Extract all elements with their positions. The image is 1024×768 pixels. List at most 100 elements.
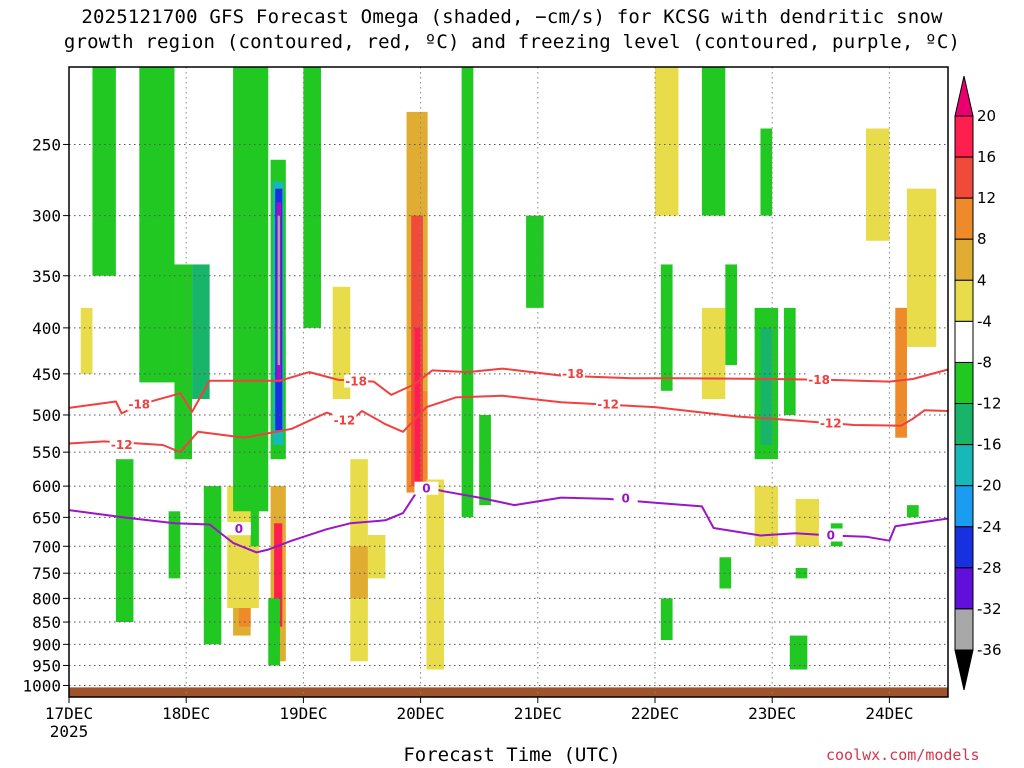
colorbar-label-3: 8 [977, 230, 987, 248]
contour-label-2: -18 [562, 367, 584, 381]
colorbar-swatch-13 [954, 608, 974, 651]
omega-shade-48 [660, 598, 673, 640]
omega-shade-31 [461, 67, 474, 518]
y-tick-label-800: 800 [32, 589, 61, 608]
omega-shade-41 [725, 264, 738, 366]
colorbar-swatch-10 [954, 526, 974, 569]
ground-layer [69, 687, 948, 697]
colorbar-swatch-9 [954, 485, 974, 528]
colorbar-swatch-3 [954, 238, 974, 281]
y-tick-label-650: 650 [32, 508, 61, 527]
omega-shade-34 [655, 67, 679, 216]
y-tick-label-250: 250 [32, 135, 61, 154]
omega-shade-29 [92, 67, 116, 276]
contour-label-bg-5 [332, 413, 357, 427]
colorbar: 20 16 12 8 4 -4 -8 -12 -16 -20 -24 -28 -32 -36 [954, 75, 1002, 691]
omega-shade-49 [795, 567, 808, 579]
x-axis-ticks: 17DEC 18DEC 19DEC 20DEC 21DEC 22DEC 23DEC 24DEC… [45, 697, 913, 741]
colorbar-label-10: -24 [977, 518, 1002, 536]
contour-label-8: 0 [235, 522, 243, 536]
y-tick-label-700: 700 [32, 537, 61, 556]
colorbar-top-arrow [954, 75, 974, 117]
omega-shade-46 [906, 188, 937, 347]
colorbar-label-8: -16 [977, 436, 1002, 454]
contour-label-bg-10 [613, 491, 638, 505]
x-tick-label-21DEC: 21DEC [514, 704, 562, 723]
x-year-label: 2025 [50, 722, 89, 741]
y-tick-label-1000: 1000 [22, 676, 61, 695]
plot-frame [68, 66, 949, 698]
omega-shade-22 [139, 67, 175, 383]
colorbar-swatch-4 [954, 279, 974, 322]
omega-shade-28 [80, 307, 93, 374]
contour-label-bg-4 [109, 437, 134, 451]
colorbar-swatch-6 [954, 361, 974, 405]
omega-shade-3 [414, 327, 421, 487]
omega-shade-43 [754, 486, 779, 547]
omega-shade-13 [274, 523, 283, 627]
omega-shade-7 [332, 286, 351, 400]
contour-label-7: -12 [820, 416, 842, 430]
contour-label-bg-6 [596, 397, 621, 411]
omega-shade-25 [115, 459, 134, 623]
chart-title-line1: 2025121700 GFS Forecast Omega (shaded, −… [81, 6, 943, 28]
contour-line-minus12-1 [68, 394, 949, 454]
omega-shade-47 [895, 307, 907, 438]
omega-shade-40 [783, 307, 796, 415]
x-tick-label-22DEC: 22DEC [631, 704, 679, 723]
y-axis-ticks: 250 300 350 400 450 500 550 600 650 700 750 800 850 9… [22, 135, 69, 695]
site-credit: coolwx.com/models [826, 746, 980, 764]
contour-label-4: -12 [111, 438, 133, 452]
colorbar-label-7: -12 [977, 395, 1002, 413]
ground-band [69, 687, 948, 697]
contour-label-bg-2 [560, 366, 585, 380]
colorbar-bottom-arrow [954, 649, 974, 691]
contour-label-1: -18 [345, 375, 367, 389]
contour-line-0-2 [68, 485, 949, 554]
omega-shade-21 [233, 67, 269, 512]
colorbar-label-4: 4 [977, 271, 987, 289]
colorbar-label-2: 12 [977, 189, 996, 207]
x-tick-label-17DEC: 17DEC [45, 704, 93, 723]
colorbar-label-6: -8 [977, 353, 992, 371]
contour-label-11: 0 [827, 529, 835, 543]
y-tick-label-500: 500 [32, 406, 61, 425]
contour-label-10: 0 [622, 491, 630, 505]
colorbar-label-0: 20 [977, 107, 996, 125]
contour-label-6: -12 [597, 398, 619, 412]
colorbar-swatch-11 [954, 567, 974, 610]
y-tick-label-400: 400 [32, 319, 61, 338]
y-tick-label-450: 450 [32, 365, 61, 384]
omega-shade-39 [760, 327, 773, 445]
y-tick-label-850: 850 [32, 613, 61, 632]
y-tick-label-300: 300 [32, 207, 61, 226]
omega-shade-4 [426, 479, 445, 670]
omega-shade-23 [174, 264, 193, 460]
omega-shade-14 [268, 598, 280, 666]
y-tick-label-900: 900 [32, 635, 61, 654]
omega-shade-53 [906, 505, 919, 518]
contour-label-0: -18 [128, 398, 150, 412]
colorbar-label-13: -36 [977, 641, 1002, 659]
y-tick-label-750: 750 [32, 564, 61, 583]
colorbar-swatch-8 [954, 444, 974, 487]
colorbar-swatch-0 [954, 115, 974, 158]
omega-shade-33 [526, 215, 544, 308]
omega-shade-26 [168, 511, 181, 579]
colorbar-swatch-1 [954, 156, 974, 199]
omega-shade-51 [789, 635, 808, 670]
omega-shading-layer [80, 67, 937, 670]
omega-shade-37 [660, 264, 673, 391]
omega-shade-45 [865, 128, 890, 241]
colorbar-label-1: 16 [977, 148, 996, 166]
colorbar-swatch-2 [954, 197, 974, 240]
omega-shade-8 [350, 546, 368, 599]
omega-shade-44 [795, 498, 820, 547]
omega-shade-6 [367, 534, 386, 579]
contour-label-bg-11 [818, 528, 843, 542]
contour-line-minus18-0 [68, 367, 949, 415]
contour-layer [68, 367, 949, 554]
omega-shade-30 [303, 67, 321, 328]
omega-shade-15 [250, 498, 259, 547]
